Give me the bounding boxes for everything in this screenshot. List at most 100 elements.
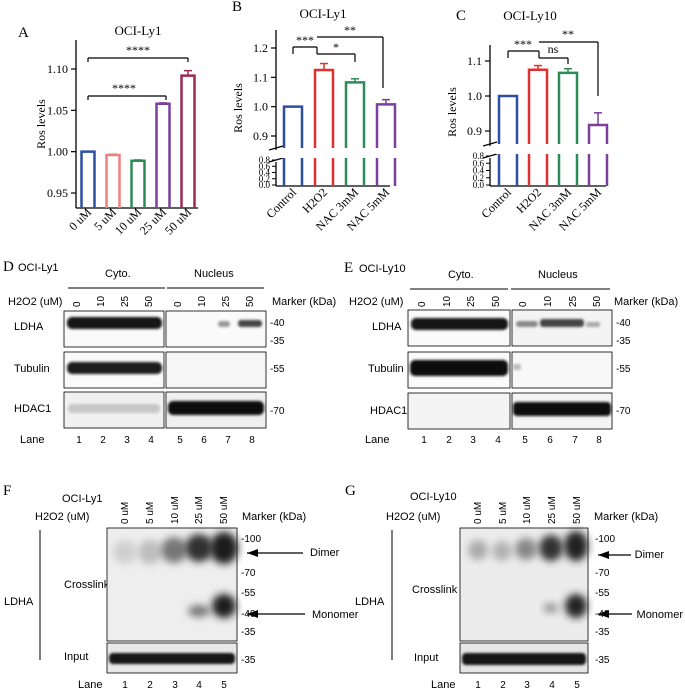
bar xyxy=(105,153,121,208)
y-tick-label: 1.0 xyxy=(467,89,482,103)
chart-a-sig-1: **** xyxy=(112,81,136,95)
dose-label: 10 xyxy=(442,295,453,307)
bar xyxy=(344,81,366,186)
chart-c-sig-2: ns xyxy=(548,42,559,56)
blot-d-tub-nuc xyxy=(165,351,267,389)
dose-label: 10 uM xyxy=(170,496,181,524)
x-tick-label: Control xyxy=(478,185,514,221)
dose-label: 25 xyxy=(568,295,579,307)
panel-g-treatment: H2O2 (uM) xyxy=(386,511,440,523)
panel-d-marker-40: -40 xyxy=(270,318,285,329)
panel-g: G OCI-Ly10 H2O2 (uM) Marker (kDa) 0 uM 5 … xyxy=(345,483,683,691)
chart-c: C OCI-Ly10 Ros levels 0.9 1.0 1.1 0.00.20.4… xyxy=(445,8,610,234)
x-tick-label: 50 uM xyxy=(162,205,195,238)
bar xyxy=(155,102,171,208)
dose-label: 50 uM xyxy=(219,496,230,524)
panel-e: E OCI-Ly10 Cyto. Nucleus H2O2 (uM) Marke… xyxy=(344,260,678,446)
panel-e-marker-40: -40 xyxy=(616,318,631,329)
chart-b: B OCI-Ly1 Ros levels 0.91.01.11.20.00.20… xyxy=(231,0,398,234)
marker-label: -35 xyxy=(241,627,256,638)
dose-label: 25 xyxy=(466,295,477,307)
panel-e-row-hdac1: HDAC1 xyxy=(370,405,407,417)
chart-c-title: OCI-Ly10 xyxy=(503,8,556,23)
bar xyxy=(130,159,146,208)
panel-e-lane-label: Lane xyxy=(365,434,389,446)
dose-label: 10 xyxy=(96,295,107,307)
bar xyxy=(587,123,609,186)
panel-f: F OCI-Ly1 H2O2 (uM) Marker (kDa) 0 uM 5 u… xyxy=(3,483,359,691)
y-tick-label: 0.9 xyxy=(467,124,482,138)
panel-d-group-cyto: Cyto. xyxy=(105,268,131,280)
panel-d-marker-55: -55 xyxy=(270,364,285,375)
chart-b-ylabel: Ros levels xyxy=(231,83,245,133)
x-tick-label: 25 uM xyxy=(137,205,170,238)
panel-label-b: B xyxy=(232,0,242,15)
chart-c-sig-1: *** xyxy=(514,37,532,51)
x-tick-label: 10 uM xyxy=(112,205,145,238)
lane-number: 4 xyxy=(148,435,154,446)
panel-d: D OCI-Ly1 Cyto. Nucleus H2O2 (uM) Marker… xyxy=(3,259,336,446)
lane-number: 7 xyxy=(572,435,578,446)
bar xyxy=(375,103,397,186)
lane-number: 8 xyxy=(596,435,602,446)
axis-break xyxy=(496,144,520,154)
y-tick-label: 0.6 xyxy=(473,158,485,168)
panel-label-a: A xyxy=(18,25,29,41)
panel-g-row-crosslink: Crosslink xyxy=(412,584,458,596)
panel-e-group-cyto: Cyto. xyxy=(448,269,474,281)
dose-label: 0 xyxy=(173,301,184,307)
bar xyxy=(497,94,519,186)
y-tick-label: 1.0 xyxy=(253,100,268,114)
lane-number: 4 xyxy=(196,680,202,691)
lane-number: 6 xyxy=(547,435,553,446)
chart-a-ylabel: Ros levels xyxy=(34,99,48,149)
panel-d-lane-label: Lane xyxy=(20,434,44,446)
y-tick-label: 0.0 xyxy=(259,180,271,190)
panel-d-group-nucleus: Nucleus xyxy=(194,268,234,280)
panel-f-dimer-label: Dimer xyxy=(310,547,340,559)
lane-number: 8 xyxy=(249,435,255,446)
y-tick-label: 1.05 xyxy=(47,103,68,117)
panel-label-e: E xyxy=(344,260,353,276)
dose-label: 0 uM xyxy=(120,502,131,524)
dose-label: 0 xyxy=(72,301,83,307)
panel-e-marker-55: -55 xyxy=(616,364,631,375)
panel-d-row-tubulin: Tubulin xyxy=(14,363,50,375)
panel-e-row-ldha: LDHA xyxy=(372,321,402,333)
panel-e-row-tubulin: Tubulin xyxy=(368,363,404,375)
y-tick-label: 0.2 xyxy=(473,173,484,183)
marker-label: -55 xyxy=(595,588,610,599)
lane-number: 5 xyxy=(574,680,580,691)
lane-number: 2 xyxy=(500,680,506,691)
chart-a: A OCI-Ly1 Ros levels 0.95 1.00 1.05 1.10 0 … xyxy=(18,23,198,238)
axis-break xyxy=(556,144,580,154)
marker-label: -100 xyxy=(241,534,261,545)
chart-b-sig-3: ** xyxy=(344,23,356,37)
panel-d-marker-35: -35 xyxy=(270,336,285,347)
bar xyxy=(80,150,96,208)
dose-label: 50 xyxy=(144,295,155,307)
y-tick-label: 0.4 xyxy=(259,168,271,178)
marker-label: -70 xyxy=(241,568,256,579)
dose-label: 10 uM xyxy=(522,496,533,524)
panel-f-treatment: H2O2 (uM) xyxy=(35,511,89,523)
marker-label: -55 xyxy=(241,588,256,599)
x-tick-label: 0 uM xyxy=(66,205,94,233)
marker-label: -35 xyxy=(241,655,256,666)
y-tick-label: 0.0 xyxy=(473,180,485,190)
lane-number: 4 xyxy=(549,680,555,691)
chart-b-sig-2: * xyxy=(333,40,339,54)
lane-number: 1 xyxy=(76,435,82,446)
lane-number: 3 xyxy=(172,680,178,691)
panel-d-marker-70: -70 xyxy=(270,406,285,417)
lane-number: 2 xyxy=(147,680,153,691)
lane-number: 5 xyxy=(522,435,528,446)
dose-label: 5 uM xyxy=(145,502,156,524)
panel-label-f: F xyxy=(3,483,11,499)
axis-break xyxy=(526,144,550,154)
panel-d-marker-header: Marker (kDa) xyxy=(272,296,336,308)
marker-label: -35 xyxy=(595,655,610,666)
lane-number: 6 xyxy=(201,435,207,446)
lane-number: 7 xyxy=(225,435,231,446)
